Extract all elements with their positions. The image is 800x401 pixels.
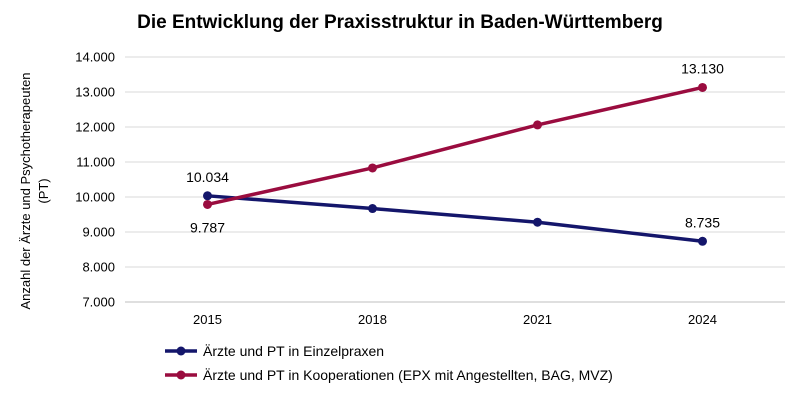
series-line-1 <box>207 194 703 244</box>
data-label: 9.787 <box>190 219 225 235</box>
chart-title: Die Entwicklung der Praxisstruktur in Ba… <box>137 12 663 33</box>
y-tick-label: 10.000 <box>75 190 115 205</box>
x-tick-label: 2018 <box>358 312 387 327</box>
data-point <box>368 204 377 214</box>
data-point <box>533 217 542 227</box>
data-point <box>203 191 212 201</box>
y-axis-ticks: 7.000 8.000 9.000 10.000 11.000 12.000 13.000 1… <box>75 50 115 310</box>
x-tick-label: 2024 <box>688 312 717 327</box>
data-label: 10.034 <box>186 169 229 185</box>
data-point <box>203 199 212 209</box>
data-labels: 10.034 8.735 9.787 13.130 <box>186 60 724 235</box>
x-tick-label: 2015 <box>193 312 222 327</box>
legend-marker <box>176 370 186 380</box>
y-tick-label: 14.000 <box>75 50 115 65</box>
series-group <box>203 82 707 246</box>
series-line-2 <box>207 85 703 207</box>
y-tick-label: 8.000 <box>82 260 115 275</box>
data-point <box>698 236 707 246</box>
legend: Ärzte und PT in Einzelpraxen Ärzte und PT… <box>165 343 613 383</box>
data-point <box>533 120 542 130</box>
y-tick-label: 9.000 <box>82 225 115 240</box>
data-point <box>698 82 707 92</box>
y-tick-label: 7.000 <box>82 295 115 310</box>
y-axis-label-line-1: Anzahl der Ärzte und Psychotherapeuten <box>18 72 33 309</box>
y-tick-label: 12.000 <box>75 120 115 135</box>
x-tick-label: 2021 <box>523 312 552 327</box>
legend-marker <box>176 346 186 356</box>
data-label: 8.735 <box>685 214 720 230</box>
x-axis-ticks: 2015 2018 2021 2024 <box>193 312 717 327</box>
y-axis-label-line-2: (PT) <box>36 178 51 203</box>
data-label: 13.130 <box>681 60 724 76</box>
legend-entry: Ärzte und PT in Einzelpraxen <box>203 343 384 359</box>
data-point <box>368 163 377 173</box>
legend-entry: Ärzte und PT in Kooperationen (EPX mit A… <box>203 367 613 383</box>
y-tick-label: 13.000 <box>75 85 115 100</box>
y-tick-label: 11.000 <box>76 155 115 170</box>
